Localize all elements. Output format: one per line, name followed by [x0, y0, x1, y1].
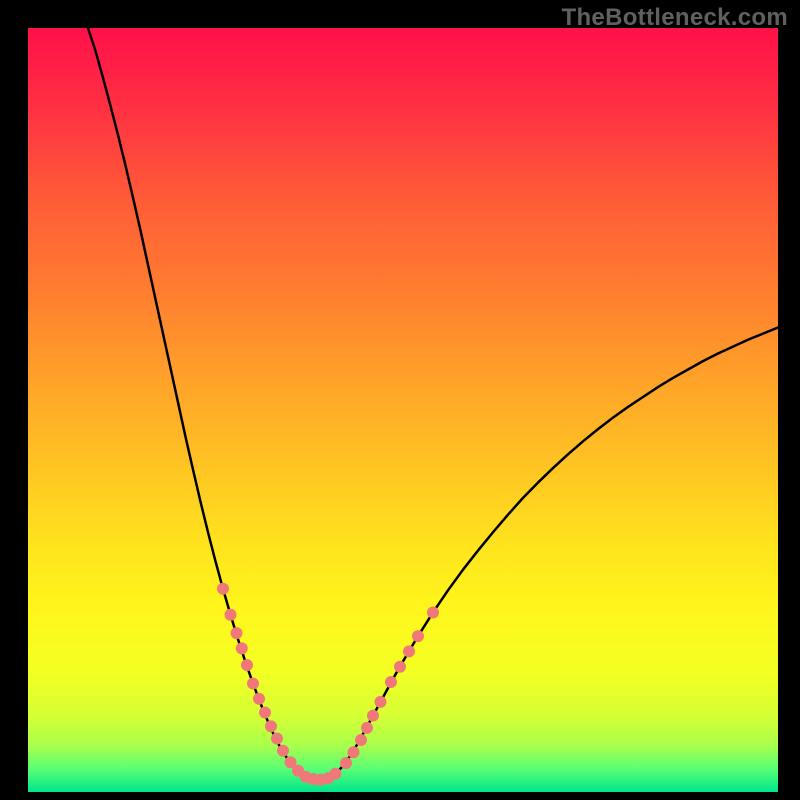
curve-overlay-svg	[28, 28, 778, 792]
curve-marker	[218, 583, 229, 594]
curve-marker	[368, 710, 379, 721]
curve-marker	[348, 747, 359, 758]
chart-plot-area	[28, 28, 778, 792]
curve-marker	[231, 628, 242, 639]
curve-marker	[356, 735, 367, 746]
curve-marker	[413, 631, 424, 642]
curve-marker	[428, 607, 439, 618]
curve-marker	[242, 660, 253, 671]
curve-marker	[278, 745, 289, 756]
curve-marker	[395, 661, 406, 672]
curve-marker	[404, 646, 415, 657]
curve-marker	[386, 676, 397, 687]
curve-marker	[272, 733, 283, 744]
curve-marker	[225, 609, 236, 620]
curve-marker	[362, 722, 373, 733]
curve-marker	[236, 643, 247, 654]
curve-marker	[254, 693, 265, 704]
curve-marker	[375, 696, 386, 707]
bottleneck-curve	[88, 28, 778, 780]
curve-marker	[330, 768, 341, 779]
curve-marker	[341, 757, 352, 768]
curve-marker	[248, 678, 259, 689]
curve-marker	[266, 721, 277, 732]
curve-marker	[260, 707, 271, 718]
